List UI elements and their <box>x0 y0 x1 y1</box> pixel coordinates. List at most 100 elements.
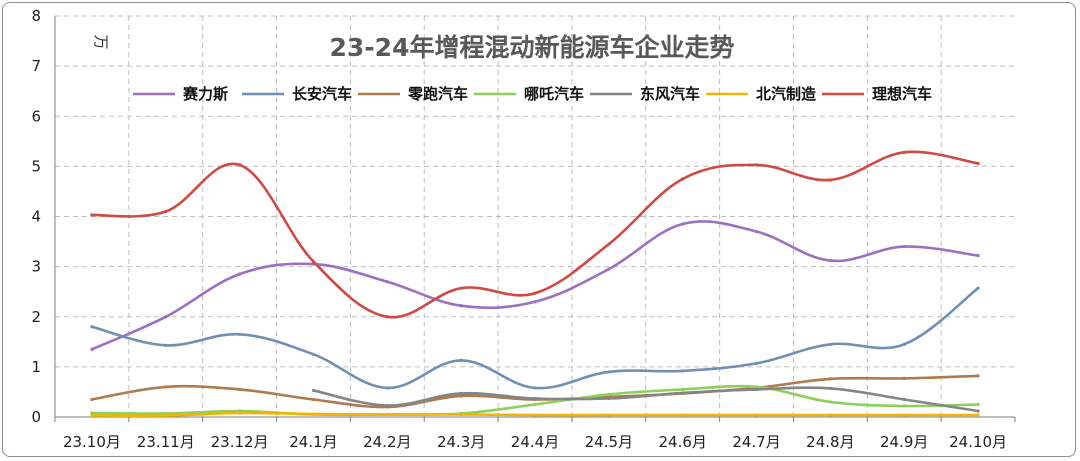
legend-item: 赛力斯 <box>133 85 228 103</box>
legend-item: 零跑汽车 <box>358 85 468 103</box>
data-point <box>90 411 94 415</box>
data-point <box>976 286 980 290</box>
data-point <box>459 394 463 398</box>
data-point <box>754 385 759 389</box>
y-tick-label: 1 <box>31 358 41 376</box>
x-tick-label: 24.7月 <box>732 433 780 451</box>
data-point <box>533 386 537 390</box>
data-point <box>90 413 94 418</box>
data-point <box>607 370 611 374</box>
data-point <box>385 280 389 284</box>
data-point <box>459 304 463 308</box>
data-point <box>533 402 537 407</box>
data-point <box>902 404 906 408</box>
legend-label: 北汽制造 <box>756 85 816 103</box>
data-point <box>238 272 242 276</box>
legend-label: 零跑汽车 <box>407 85 468 103</box>
axes: 0 1 2 3 4 5 6 7 8 23.10月 23.11月 23.12月 24.1月 24.2月 24.… <box>31 7 1016 451</box>
y-tick-label: 6 <box>31 107 41 125</box>
data-point <box>533 291 537 295</box>
data-point <box>754 229 759 234</box>
data-point <box>681 387 685 392</box>
legend-item: 东风汽车 <box>590 85 700 103</box>
data-point <box>533 396 537 401</box>
data-point <box>459 358 463 362</box>
x-tick-label: 23.11月 <box>137 433 195 451</box>
y-tick-label: 5 <box>31 157 41 175</box>
data-point <box>902 244 906 249</box>
y-tick-label: 2 <box>31 308 41 326</box>
data-point <box>607 267 611 271</box>
x-tick-label: 24.10月 <box>949 433 1007 451</box>
legend-item: 长安汽车 <box>242 85 352 103</box>
legend-item: 哪吒汽车 <box>474 85 584 103</box>
data-point <box>976 413 980 417</box>
data-point <box>238 411 242 415</box>
data-point <box>385 403 389 408</box>
x-tick-label: 23.12月 <box>211 433 269 451</box>
x-tick-label: 23.10月 <box>63 433 121 451</box>
data-point <box>164 315 168 319</box>
legend-label: 长安汽车 <box>292 85 352 103</box>
legend-item: 北汽制造 <box>706 85 816 103</box>
legend-label: 东风汽车 <box>640 85 700 103</box>
data-point <box>164 385 168 389</box>
x-tick-label: 24.1月 <box>289 433 337 451</box>
data-point <box>828 259 832 263</box>
data-point <box>976 161 980 165</box>
data-point <box>681 413 685 417</box>
data-point <box>681 222 685 226</box>
x-tick-label: 24.2月 <box>363 433 411 451</box>
data-point <box>238 163 242 167</box>
data-point <box>607 392 611 397</box>
data-point <box>164 413 168 418</box>
data-point <box>607 413 611 417</box>
data-point <box>164 343 168 347</box>
data-point <box>459 412 463 417</box>
data-point <box>311 352 316 356</box>
data-point <box>385 412 389 417</box>
data-point <box>164 209 168 214</box>
data-point <box>902 413 906 417</box>
legend: 赛力斯 长安汽车 零跑汽车 哪吒汽车 东风汽车 北汽制造 理想汽车 <box>133 85 932 103</box>
data-point <box>681 177 685 181</box>
x-tick-label: 24.9月 <box>880 433 928 451</box>
legend-label: 哪吒汽车 <box>524 85 584 103</box>
data-point <box>902 376 906 381</box>
data-point <box>902 150 906 154</box>
data-point <box>902 397 906 402</box>
x-tick-label: 24.4月 <box>511 433 559 451</box>
data-point <box>459 391 463 396</box>
x-tick-label: 24.8月 <box>806 433 854 451</box>
chart-title: 23-24年增程混动新能源车企业走势 <box>330 33 735 62</box>
data-point <box>681 369 685 373</box>
data-point <box>754 387 759 392</box>
legend-label: 理想汽车 <box>872 85 932 103</box>
y-tick-label: 7 <box>31 57 41 75</box>
x-tick-label: 24.6月 <box>658 433 706 451</box>
legend-label: 赛力斯 <box>182 85 228 103</box>
data-point <box>828 400 832 404</box>
grid <box>55 15 1015 417</box>
data-point <box>311 388 316 393</box>
y-tick-label: 4 <box>31 208 41 226</box>
series-line-0 <box>90 220 980 351</box>
data-point <box>976 402 980 407</box>
series-lines <box>90 150 980 418</box>
x-tick-label: 24.3月 <box>437 433 485 451</box>
data-point <box>238 332 242 336</box>
data-point <box>607 242 611 246</box>
data-point <box>754 361 759 365</box>
data-point <box>385 315 389 319</box>
data-point <box>90 347 94 351</box>
data-point <box>828 413 832 417</box>
data-point <box>90 213 94 217</box>
data-point <box>385 386 389 390</box>
data-point <box>828 386 832 391</box>
data-point <box>90 325 94 329</box>
data-point <box>754 163 759 167</box>
data-point <box>828 342 832 346</box>
data-point <box>311 260 316 264</box>
y-tick-label: 8 <box>31 7 41 25</box>
